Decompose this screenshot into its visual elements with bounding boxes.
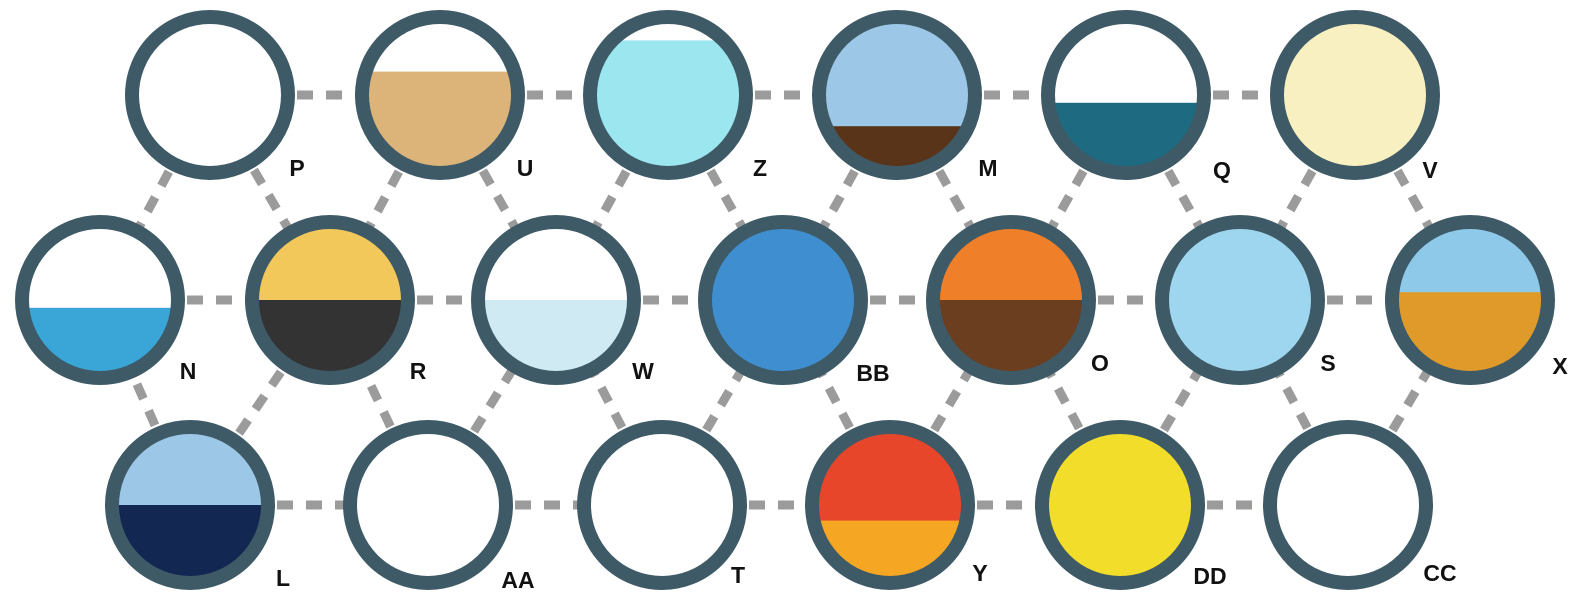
icon-bottom: [705, 300, 861, 378]
node-label: M: [978, 155, 997, 181]
icon-bottom: [1042, 505, 1198, 583]
icon-node: [812, 427, 968, 583]
icon-node: [112, 427, 268, 583]
icon-node: [819, 17, 975, 173]
icon-network: P U Z M Q V N R W BB O S X L AA T Y DD CC: [0, 0, 1573, 597]
icon-bottom: [132, 95, 288, 173]
icon-bottom: [478, 300, 634, 378]
icon-bottom: [1277, 95, 1433, 173]
icon-bottom: [252, 300, 408, 378]
icon-bottom: [350, 505, 506, 583]
icon-node: [252, 222, 408, 378]
icon-node: [132, 17, 288, 173]
node-label: BB: [856, 360, 889, 386]
node-label: AA: [501, 567, 534, 593]
icon-node: [705, 222, 861, 378]
icon-node: [933, 222, 1089, 378]
icon-node: [1042, 427, 1198, 583]
node-label: W: [632, 358, 654, 384]
icon-node: [584, 427, 740, 583]
node-label: O: [1091, 350, 1109, 376]
node-label: N: [180, 358, 197, 384]
icon-bottom: [1162, 300, 1318, 378]
icon-node: [22, 222, 178, 378]
icon-node: [1162, 222, 1318, 378]
icon-node: [1270, 427, 1426, 583]
node-label: V: [1422, 157, 1438, 183]
node-label: T: [731, 562, 745, 588]
node-label: U: [517, 155, 534, 181]
node-label: Y: [972, 560, 987, 586]
icon-node: [590, 17, 746, 173]
icon-node: [478, 222, 634, 378]
icon-node: [362, 17, 518, 173]
icon-bottom: [1048, 103, 1204, 173]
node-label: X: [1552, 353, 1568, 379]
node-label: P: [289, 155, 304, 181]
icon-node: [1392, 222, 1548, 378]
node-label: DD: [1193, 563, 1226, 589]
node-label: CC: [1423, 560, 1456, 586]
node-label: Q: [1213, 157, 1231, 183]
nodes: P U Z M Q V N R W BB O S X L AA T Y DD CC: [22, 17, 1568, 593]
node-label: S: [1320, 350, 1335, 376]
icon-bottom: [1270, 505, 1426, 583]
icon-bottom: [584, 505, 740, 583]
node-label: Z: [753, 155, 767, 181]
icon-node: [350, 427, 506, 583]
icon-bottom: [933, 300, 1089, 378]
icon-bottom: [112, 505, 268, 583]
node-label: R: [410, 358, 427, 384]
icon-node: [1277, 17, 1433, 173]
icon-node: [1048, 17, 1204, 173]
node-label: L: [276, 565, 290, 591]
icon-bottom: [22, 308, 178, 378]
